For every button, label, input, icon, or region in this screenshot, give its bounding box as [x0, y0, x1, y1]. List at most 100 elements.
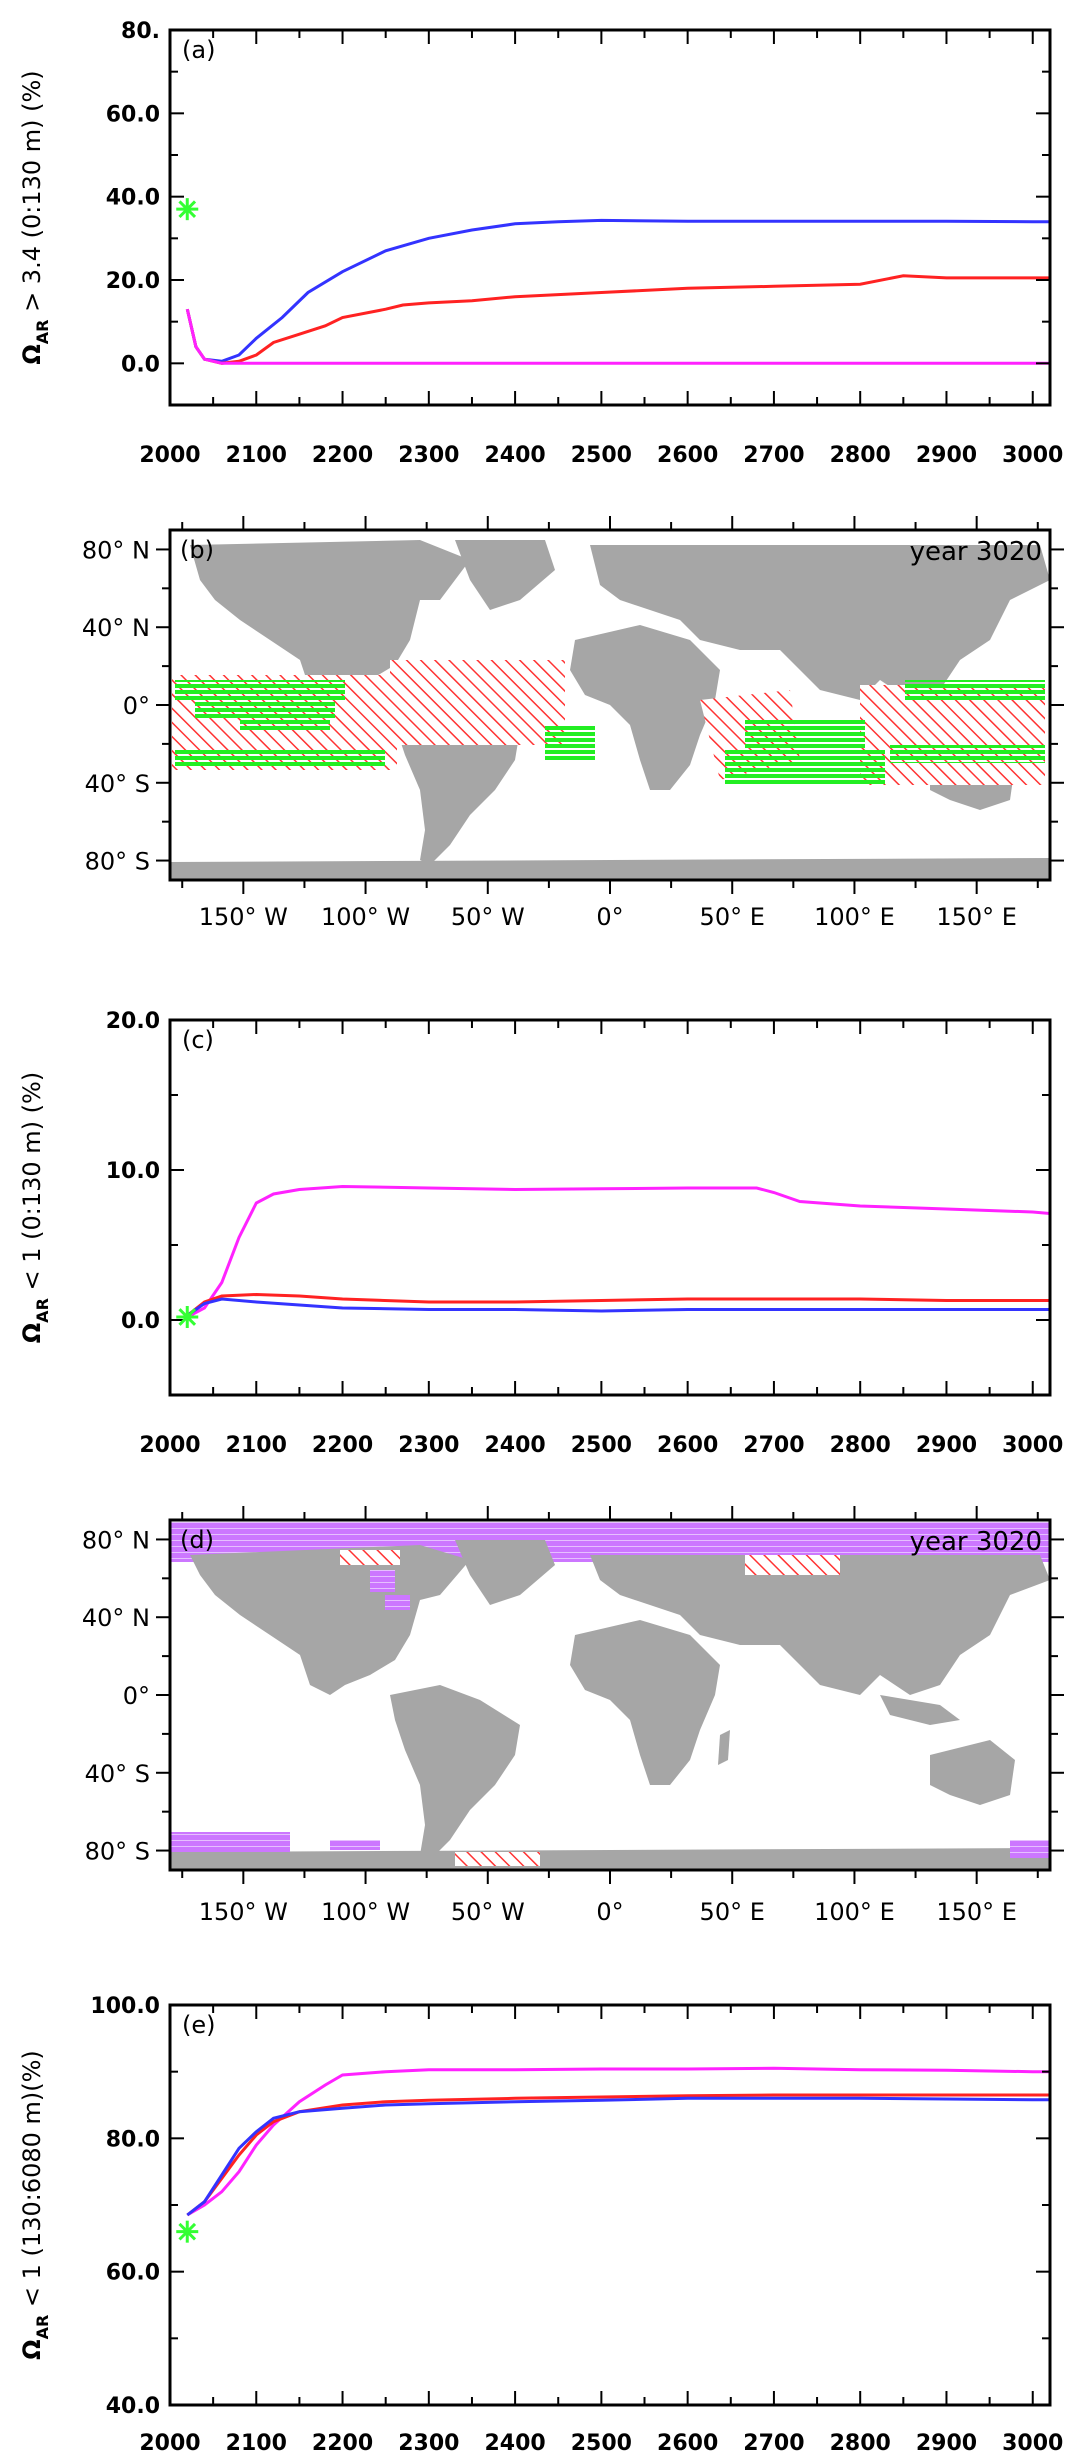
- x-tick-label: 2100: [226, 443, 287, 468]
- lon-label: 50° W: [451, 1898, 525, 1926]
- y-tick-label: 60.0: [106, 102, 160, 127]
- y-axis-label-sub: AR: [33, 1298, 52, 1323]
- lat-label: 40° N: [82, 1604, 150, 1632]
- y-axis-label: ΩAR > 3.4 (0:130 m) (%): [18, 70, 52, 364]
- map-b-land: [170, 540, 1050, 880]
- x-tick-label: 2300: [398, 443, 459, 468]
- y-axis-label-rest: < 1 (130:6080 m)(%): [18, 2050, 46, 2315]
- lon-label: 100° E: [814, 903, 895, 931]
- series-line-2: [185, 308, 1050, 365]
- map-d-axis-ticks: 150° W 100° W 50° W 0° 50° E 100° E 150° E 80° …: [82, 1506, 1064, 1926]
- map-b-axis-ticks: 150° W 100° W 50° W 0° 50° E 100° E 150° E 80° …: [82, 516, 1064, 931]
- map-d-hatched-regions: [340, 1550, 840, 1866]
- y-tick-label: 100.0: [90, 1994, 160, 2019]
- x-tick-label: 2600: [657, 1433, 718, 1458]
- x-tick-label: 2600: [657, 2431, 718, 2456]
- y-axis-label-main: Ω: [18, 1323, 46, 1343]
- x-tick-label: 2800: [830, 2431, 891, 2456]
- lat-label: 40° S: [85, 1760, 150, 1788]
- x-tick-label: 2400: [484, 2431, 545, 2456]
- map-d-land: [170, 1540, 1050, 1870]
- x-tick-label: 2700: [743, 443, 804, 468]
- y-tick-label: 0.0: [121, 352, 160, 377]
- lon-label: 50° E: [700, 903, 765, 931]
- map-d-year-label: year 3020: [910, 1527, 1042, 1557]
- x-tick-label: 2100: [226, 2431, 287, 2456]
- lon-label: 50° E: [700, 1898, 765, 1926]
- y-tick-label: 40.0: [106, 186, 160, 211]
- panel-label: (e): [182, 2011, 216, 2039]
- y-tick-label: 0.0: [121, 1309, 160, 1334]
- series-line-2: [186, 2096, 1050, 2217]
- lon-label: 100° E: [814, 1898, 895, 1926]
- plot-frame: [168, 28, 1052, 407]
- lat-label: 80° S: [85, 848, 150, 876]
- lon-label: 100° W: [321, 903, 410, 931]
- x-tick-label: 2200: [312, 2431, 373, 2456]
- y-axis-label-rest: > 3.4 (0:130 m) (%): [18, 70, 46, 319]
- lat-label: 80° N: [82, 536, 150, 564]
- x-tick-label: 2200: [312, 443, 373, 468]
- map-d-panel-label: (d): [180, 1526, 214, 1554]
- lat-label: 0°: [123, 1682, 150, 1710]
- plot-frame: [168, 1018, 1052, 1397]
- panel-b-map: 150° W 100° W 50° W 0° 50° E 100° E 150° E 80° …: [82, 516, 1064, 931]
- panel-d-map: 150° W 100° W 50° W 0° 50° E 100° E 150° E 80° …: [82, 1506, 1064, 1926]
- plot-area: [170, 30, 1050, 405]
- y-axis-label: ΩAR < 1 (0:130 m) (%): [18, 1072, 52, 1343]
- observation-marker: [176, 2220, 199, 2243]
- y-tick-label: 20.0: [106, 269, 160, 294]
- series-line-1: [186, 2093, 1050, 2217]
- series-line-1: [186, 1292, 1050, 1317]
- y-tick-label: 20.0: [106, 1009, 160, 1034]
- map-b-panel-label: (b): [180, 536, 214, 564]
- x-tick-label: 2800: [830, 1433, 891, 1458]
- panel-e-line-chart: 2000 2100 2200 2300 2400 2500 2600 2700 2800 2900…: [18, 1994, 1063, 2456]
- lon-label: 150° E: [936, 903, 1017, 931]
- x-tick-label: 2100: [226, 1433, 287, 1458]
- x-tick-label: 3000: [1002, 2431, 1063, 2456]
- series-line-1: [185, 274, 1050, 365]
- x-tick-label: 2400: [484, 1433, 545, 1458]
- y-tick-label: 10.0: [106, 1159, 160, 1184]
- lat-label: 0°: [123, 692, 150, 720]
- x-tick-label: 2900: [916, 443, 977, 468]
- x-tick-label: 2500: [571, 2431, 632, 2456]
- lon-label: 150° W: [199, 903, 288, 931]
- lon-label: 50° W: [451, 903, 525, 931]
- series-line-0: [185, 218, 1050, 363]
- lat-label: 40° S: [85, 770, 150, 798]
- series-line-0: [186, 1184, 1050, 1319]
- lon-label: 0°: [596, 1898, 623, 1926]
- x-tick-label: 2200: [312, 1433, 373, 1458]
- lon-label: 100° W: [321, 1898, 410, 1926]
- plot-area: [170, 2005, 1050, 2405]
- x-tick-label: 2300: [398, 2431, 459, 2456]
- lon-label: 150° E: [936, 1898, 1017, 1926]
- panel-label: (c): [182, 1026, 214, 1054]
- x-tick-label: 2700: [743, 2431, 804, 2456]
- y-tick-label: 80.0: [106, 2127, 160, 2152]
- y-axis-label-rest: < 1 (0:130 m) (%): [18, 1072, 46, 1298]
- observation-marker: [176, 198, 199, 221]
- y-tick-label: 80.: [121, 19, 160, 44]
- lat-label: 40° N: [82, 614, 150, 642]
- x-tick-label: 2600: [657, 443, 718, 468]
- x-tick-label: 2300: [398, 1433, 459, 1458]
- y-axis-label-sub: AR: [33, 320, 52, 345]
- x-tick-label: 2900: [916, 2431, 977, 2456]
- x-tick-label: 2000: [139, 443, 200, 468]
- x-tick-label: 3000: [1002, 1433, 1063, 1458]
- y-tick-label: 60.0: [106, 2261, 160, 2286]
- panel-a-line-chart: 2000 2100 2200 2300 2400 2500 2600 2700 2800 2900…: [18, 19, 1063, 468]
- series-line-2: [186, 1297, 1050, 1317]
- x-tick-label: 2900: [916, 1433, 977, 1458]
- panel-c-line-chart: 2000 2100 2200 2300 2400 2500 2600 2700 2800 2900…: [18, 1009, 1063, 1458]
- lon-label: 150° W: [199, 1898, 288, 1926]
- map-b-year-label: year 3020: [910, 537, 1042, 567]
- lat-label: 80° N: [82, 1526, 150, 1554]
- observation-marker: [176, 1306, 199, 1328]
- y-axis-label-main: Ω: [18, 344, 46, 364]
- panel-label: (a): [182, 36, 215, 64]
